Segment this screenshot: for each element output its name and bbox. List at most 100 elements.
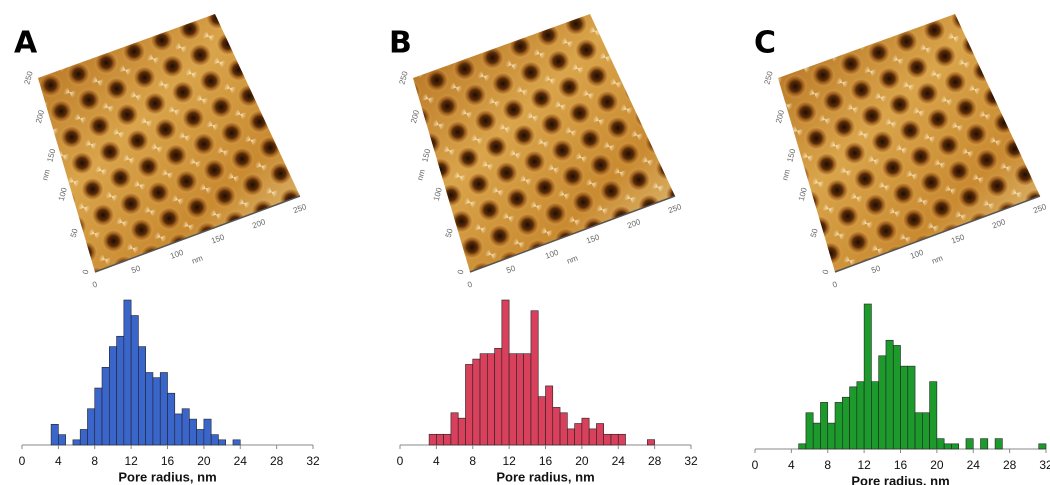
x-tick-label: 12 [502,454,516,468]
afm-x-tick: 150 [585,232,601,245]
afm-x-unit: nm [931,253,945,265]
x-tick-label: 0 [19,454,26,468]
afm-y-tick: 50 [809,227,820,238]
x-tick-label: 0 [397,454,404,468]
afm-x-tick: 250 [1032,202,1048,215]
bar [1038,443,1047,450]
bar [871,381,879,450]
panel-label: C [754,26,776,61]
x-tick-label: 16 [161,454,175,468]
bar [567,428,575,446]
afm-y-tick: 100 [797,186,809,202]
afm-x-tick: 0 [91,279,99,289]
afm-edge [834,195,1041,273]
x-tick-label: 28 [648,454,662,468]
panel-label: B [389,26,412,61]
x-tick-label: 24 [234,454,248,468]
x-tick-label: 32 [684,454,698,468]
x-tick-label: 8 [469,454,476,468]
bar [943,443,952,450]
bar [138,346,146,446]
afm-x-tick: 200 [626,217,642,230]
bar [856,381,865,450]
bar [552,407,561,446]
bar [109,346,117,446]
afm-y-tick: 0 [81,268,91,275]
bar [885,339,894,450]
bar [647,439,655,446]
bar [167,392,176,446]
bar [537,396,546,446]
afm-x-tick: 50 [870,263,882,275]
afm-y-tick: 100 [432,186,444,202]
bar [101,367,110,446]
x-tick-label: 28 [270,454,284,468]
x-axis-label: Pore radius, nm [496,469,594,484]
x-tick-label: 20 [575,454,589,468]
afm-x-tick: 100 [909,248,925,261]
bar [907,365,916,450]
bar [508,353,517,446]
bar [827,422,836,450]
bar [479,353,488,446]
afm-y-tick: 250 [398,70,410,86]
bar [610,433,619,446]
bar [79,429,88,446]
panel-label: A [14,26,38,61]
x-tick-label: 12 [857,458,871,472]
bar [878,355,887,450]
bar [210,434,219,446]
afm-x-tick: 150 [210,232,226,245]
x-axis-label: Pore radius, nm [851,473,949,485]
bar [603,433,612,446]
afm-y-tick: 50 [444,227,455,238]
bar [189,418,197,446]
bar [841,396,850,450]
x-axis-label: Pore radius, nm [118,469,216,484]
bar [130,315,139,446]
bar [936,438,945,450]
bar [545,385,554,446]
bar [574,423,583,446]
bar [892,345,901,450]
bar [443,433,452,446]
bar [123,299,132,446]
bar [94,387,103,446]
bar [428,433,437,446]
bar [159,372,168,446]
bar [914,412,923,450]
bar [145,372,154,446]
bar [50,423,59,446]
bar [174,413,183,446]
afm-x-tick: 150 [950,232,966,245]
x-tick-label: 12 [124,454,138,468]
bar [152,377,161,446]
afm-y-unit: nm [780,168,792,181]
bar [203,418,212,446]
bar [820,402,829,450]
afm-y-tick: 200 [774,109,786,125]
afm-texture [38,14,300,272]
x-tick-label: 28 [1003,458,1017,472]
bar [181,408,190,446]
afm-x-unit: nm [191,253,205,265]
bar [994,438,1003,450]
x-tick-label: 20 [930,458,944,472]
bar [805,412,814,450]
afm-y-tick: 50 [69,227,80,238]
x-tick-label: 24 [967,458,981,472]
bar [951,443,959,450]
afm-y-tick: 250 [23,70,35,86]
bar [58,434,66,446]
bar [232,439,241,446]
bar [581,417,590,446]
bar [501,299,510,446]
bar [863,303,872,450]
bar [798,443,807,450]
bar [834,402,843,450]
bar [900,365,909,450]
